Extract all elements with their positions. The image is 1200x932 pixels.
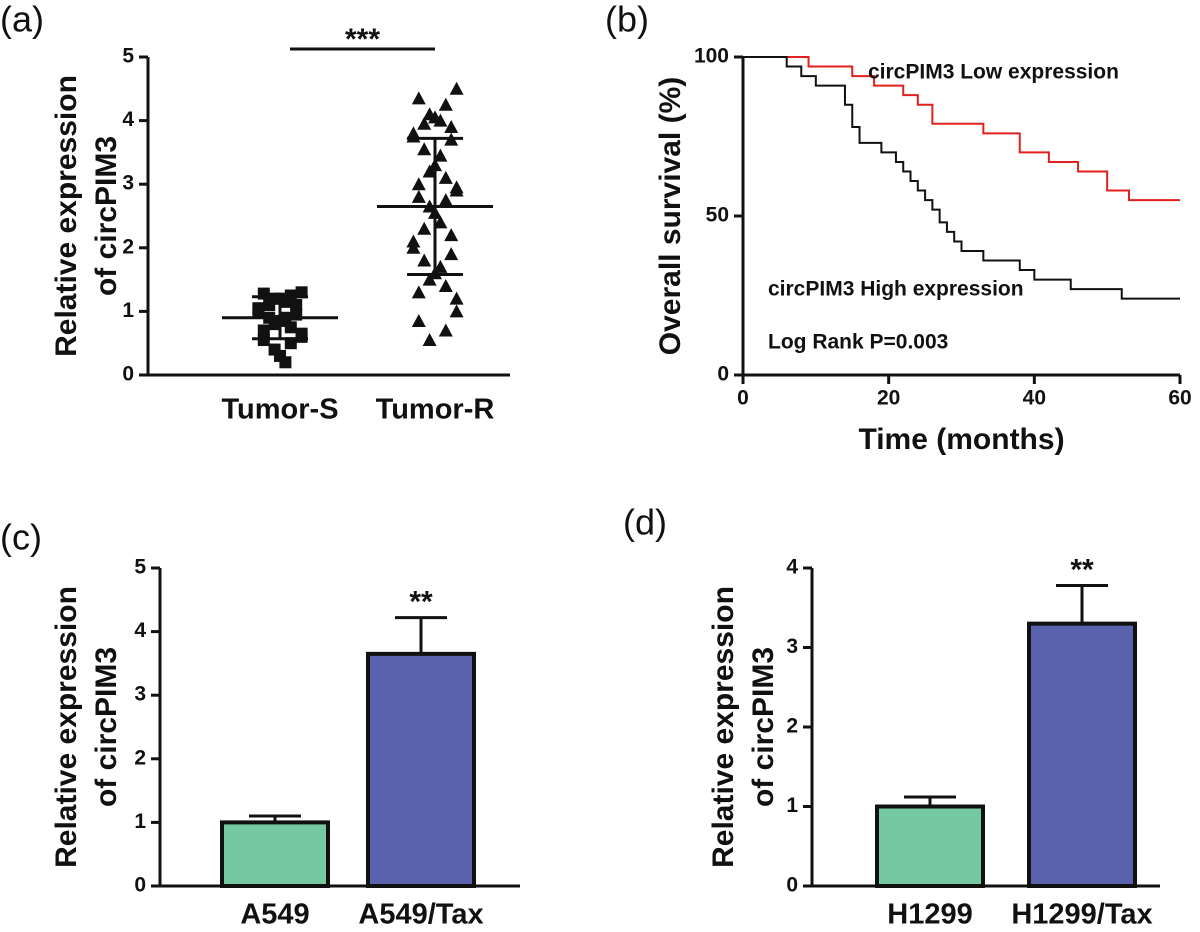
survival-line [743,56,1180,300]
y-tick-label: 1 [134,810,146,833]
x-tick-label: 20 [877,387,900,410]
point [438,323,453,337]
x-tick-label: H1299/Tax [1011,899,1152,931]
y-tick-label: 5 [134,556,146,579]
significance: ** [409,586,433,619]
y-tick-label: 1 [786,794,798,817]
point [411,91,426,105]
x-tick-label: 60 [1168,387,1191,410]
series-label: circPIM3 Low expression [868,61,1119,84]
y-tick-label: 3 [122,172,134,195]
y-tick-label: 5 [122,45,134,68]
point [433,215,448,229]
x-tick-label: Tumor-S [221,394,338,426]
point [284,321,297,334]
y-axis-label: Relative expression [50,75,83,357]
y-axis-label: Relative expression [707,586,740,868]
point [444,228,459,242]
y-tick-label: 100 [694,45,729,68]
significance: ** [1070,553,1094,586]
point [449,304,464,318]
point [411,313,426,327]
point [449,81,464,95]
point [438,278,453,292]
x-tick-label: H1299 [887,899,972,931]
y-tick-label: 2 [122,235,134,258]
point [290,299,303,312]
y-tick-label: 0 [786,874,798,897]
y-tick-label: 0 [717,363,729,386]
point [411,189,426,203]
x-tick-label: Tumor-R [376,394,495,426]
point [417,253,432,267]
point [444,119,459,133]
point [433,148,448,162]
point [263,299,276,312]
y-tick-label: 1 [122,299,134,322]
point [411,177,426,191]
bar [1027,621,1137,889]
y-tick-label: 4 [786,556,798,579]
y-tick-label: 4 [134,619,146,642]
y-axis-label: of circPIM3 [90,647,123,807]
point [433,259,448,273]
y-axis-label: of circPIM3 [747,647,780,807]
bar [366,651,476,888]
y-axis-label: of circPIM3 [90,136,123,296]
point [438,193,453,207]
point [449,291,464,305]
y-tick-label: 0 [122,363,134,386]
y-tick-label: 4 [122,108,134,131]
point [252,305,265,318]
y-axis-label: Overall survival (%) [654,77,687,355]
survival-line [743,56,1180,202]
point [444,247,459,261]
point [257,324,270,337]
y-tick-label: 3 [786,635,798,658]
x-tick-label: 40 [1023,387,1046,410]
point [433,113,448,127]
point [279,356,292,369]
point [422,164,437,178]
series-label: circPIM3 High expression [768,278,1024,301]
point [417,116,432,130]
y-tick-label: 3 [134,683,146,706]
y-tick-label: 0 [134,874,146,897]
x-tick-label: A549 [240,899,309,931]
panel-label: (b) [605,0,649,40]
point [295,330,308,343]
point [449,183,464,197]
y-axis-label: Relative expression [50,586,83,868]
point [438,97,453,111]
point [417,221,432,235]
x-tick-label: 0 [737,387,749,410]
x-tick-label: A549/Tax [358,899,483,931]
y-tick-label: 50 [706,204,729,227]
panel-label: (d) [623,502,667,543]
point [411,285,426,299]
point [438,170,453,184]
x-axis-label: Time (months) [858,423,1064,456]
panel-label: (c) [0,517,42,558]
bar [220,820,330,889]
bar [875,804,985,888]
y-tick-label: 2 [134,746,146,769]
point [279,295,292,308]
point [417,142,432,156]
annotation: Log Rank P=0.003 [768,331,948,354]
point [268,318,281,331]
point [406,240,421,254]
y-tick-label: 2 [786,715,798,738]
point [422,333,437,347]
panel-label: (a) [0,0,44,40]
significance: *** [345,23,380,56]
point [422,272,437,286]
